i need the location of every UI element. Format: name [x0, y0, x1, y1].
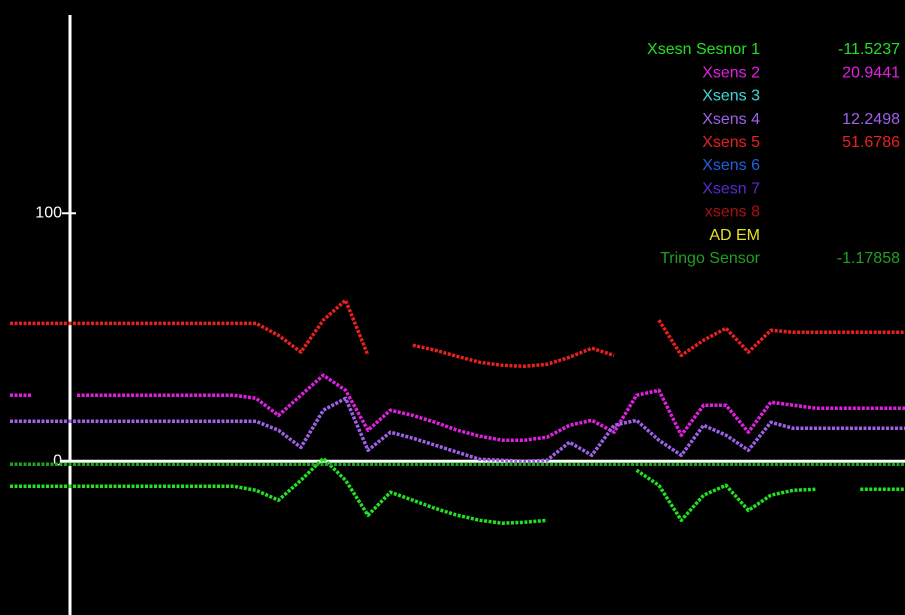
legend-label: Xsesn 7 [702, 180, 760, 197]
legend-label: Xsens 3 [702, 88, 760, 105]
legend-reading: -11.5237 [838, 41, 900, 58]
legend-reading: 12.2498 [842, 111, 900, 128]
legend-label: Xsens 4 [702, 111, 760, 128]
legend-label: AD EM [709, 227, 760, 244]
legend-label: Tringo Sensor [660, 250, 761, 267]
legend-label: Xsesn Sesnor 1 [647, 41, 760, 58]
legend-reading: 20.9441 [842, 64, 900, 81]
y-tick-label: 0 [53, 452, 62, 469]
legend-label: Xsens 6 [702, 157, 760, 174]
legend-label: Xsens 5 [702, 134, 760, 151]
legend-reading: 51.6786 [842, 134, 900, 151]
legend-label: Xsens 2 [702, 64, 760, 81]
series-line [10, 396, 905, 464]
legend-reading: -1.17858 [837, 250, 900, 267]
series-line [10, 373, 905, 442]
series-line [10, 456, 905, 525]
series-line [10, 298, 905, 369]
legend-label: xsens 8 [705, 204, 760, 221]
y-tick-label: 100 [35, 204, 62, 221]
